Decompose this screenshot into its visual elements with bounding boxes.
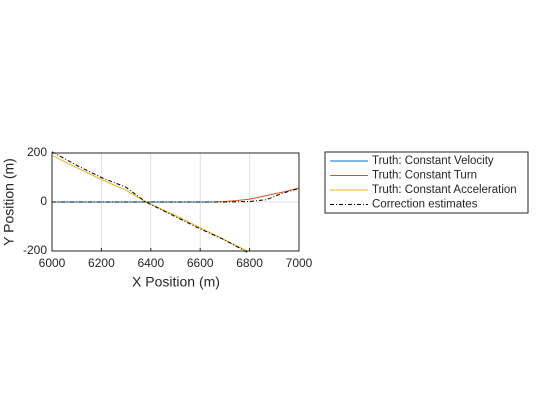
y-tick-label: -200 bbox=[23, 243, 47, 257]
series-line bbox=[212, 187, 300, 203]
series-line bbox=[51, 151, 300, 253]
legend-label: Truth: Constant Velocity bbox=[372, 155, 494, 167]
y-axis-label: Y Position (m) bbox=[1, 158, 17, 246]
x-tick-label: 7000 bbox=[286, 256, 313, 270]
legend-label: Truth: Constant Acceleration bbox=[372, 184, 517, 196]
y-tick-label: 200 bbox=[27, 145, 47, 159]
x-tick-label: 6800 bbox=[236, 256, 263, 270]
axes-box bbox=[51, 152, 300, 252]
legend-label: Correction estimates bbox=[372, 199, 478, 211]
legend-box bbox=[324, 151, 529, 214]
x-tick-label: 6600 bbox=[187, 256, 214, 270]
legend-label: Truth: Constant Turn bbox=[372, 170, 477, 182]
x-tick-label: 6200 bbox=[88, 256, 115, 270]
x-tick-label: 6400 bbox=[137, 256, 164, 270]
y-tick-label: 0 bbox=[40, 194, 47, 208]
x-axis-label: X Position (m) bbox=[132, 274, 220, 290]
x-tick-label: 6000 bbox=[39, 256, 66, 270]
